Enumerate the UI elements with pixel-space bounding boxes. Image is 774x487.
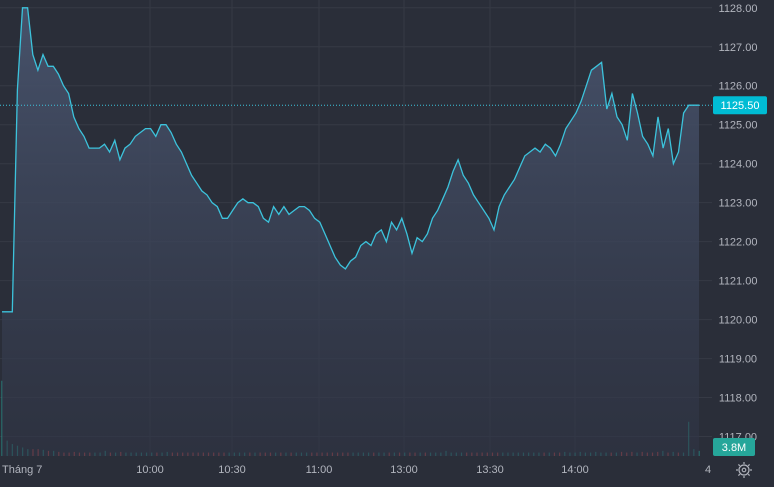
y-tick-label: 1128.00 <box>719 3 758 15</box>
x-tick-label: 14:00 <box>561 464 589 476</box>
y-tick-label: 1124.00 <box>719 159 758 171</box>
y-tick-label: 1121.00 <box>719 276 758 288</box>
y-tick-label: 1119.00 <box>719 354 757 366</box>
price-line <box>2 7 699 313</box>
last-price-badge: 1125.50 <box>713 96 767 115</box>
volume-badge: 3.8M <box>713 438 755 456</box>
area-fill <box>2 7 699 457</box>
x-tick-label: 13:30 <box>476 464 504 476</box>
x-tick-label: 10:00 <box>136 464 164 476</box>
last-price-label: 1125.50 <box>721 100 760 112</box>
x-tick-label: 13:00 <box>390 464 418 476</box>
volume-label: 3.8M <box>722 442 746 454</box>
y-tick-label: 1126.00 <box>719 81 758 93</box>
y-tick-label: 1125.00 <box>719 120 758 132</box>
x-tick-label: 4 <box>705 464 711 476</box>
x-tick-label: 10:30 <box>218 464 246 476</box>
y-tick-label: 1123.00 <box>719 198 758 210</box>
x-axis[interactable]: Tháng 7 10:00 10:30 11:00 13:00 13:30 14:00 4 <box>2 464 711 476</box>
y-tick-label: 1127.00 <box>719 42 758 54</box>
gear-icon[interactable] <box>736 462 752 478</box>
y-tick-label: 1118.00 <box>719 393 757 405</box>
x-tick-label: Tháng 7 <box>2 464 42 476</box>
y-tick-label: 1120.00 <box>719 315 758 327</box>
price-area <box>2 7 699 457</box>
y-tick-label: 1122.00 <box>719 237 758 249</box>
x-tick-label: 11:00 <box>306 464 333 476</box>
